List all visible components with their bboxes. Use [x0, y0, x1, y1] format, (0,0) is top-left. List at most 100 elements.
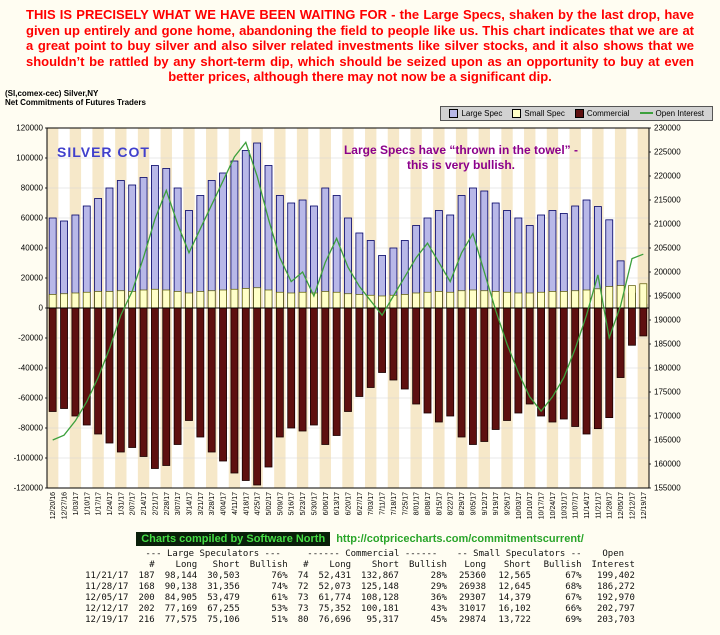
svg-text:3/28/17: 3/28/17 — [209, 491, 216, 514]
svg-text:7/25/17: 7/25/17 — [402, 491, 409, 514]
table-column-header-row: # Long Short Bullish # Long Short Bullish Long Sh… — [80, 560, 640, 571]
table-cell: --- Large Speculators --- — [145, 548, 281, 559]
table-cell: Short — [503, 559, 531, 570]
credit-url[interactable]: http://cotpricecharts.com/commitmentscur… — [336, 532, 584, 545]
table-cell — [80, 549, 133, 560]
svg-text:190000: 190000 — [654, 315, 681, 324]
open-interest-swatch-icon — [639, 112, 653, 114]
table-cell: 45% — [430, 614, 447, 625]
table-cell: 12/19/17 — [85, 614, 129, 625]
svg-text:7/03/17: 7/03/17 — [368, 491, 375, 514]
svg-text:100000: 100000 — [16, 153, 43, 162]
table-cell: 43% — [430, 603, 447, 614]
legend-item-open-interest: Open Interest — [639, 109, 704, 118]
svg-text:1/17/17: 1/17/17 — [96, 491, 103, 514]
svg-text:5/09/17: 5/09/17 — [277, 491, 284, 514]
svg-text:60000: 60000 — [21, 213, 44, 222]
svg-text:215000: 215000 — [654, 195, 681, 204]
towel-annotation: Large Specs have “thrown in the towel” -… — [326, 143, 596, 173]
svg-text:0: 0 — [39, 303, 44, 312]
table-cell: 25360 — [458, 570, 487, 581]
svg-text:5/30/17: 5/30/17 — [311, 491, 318, 514]
table-cell: Bullish — [408, 559, 447, 570]
commentary-text: THIS IS PRECISELY WHAT WE HAVE BEEN WAIT… — [26, 7, 694, 84]
table-cell: 16,102 — [498, 603, 531, 614]
svg-text:8/29/17: 8/29/17 — [459, 491, 466, 514]
svg-text:20000: 20000 — [21, 273, 44, 282]
table-cell: 100,181 — [361, 603, 399, 614]
svg-text:-60000: -60000 — [18, 393, 43, 402]
table-cell: 77,575 — [164, 614, 198, 625]
svg-text:10/24/17: 10/24/17 — [550, 491, 557, 518]
table-cell: Short — [212, 559, 240, 570]
svg-text:5/02/17: 5/02/17 — [266, 491, 273, 514]
table-group-header-row: --- Large Speculators --- ------ Commerci… — [80, 549, 640, 560]
table-cell: 76% — [271, 570, 288, 581]
silver-cot-annotation: SILVER COT — [57, 143, 150, 160]
svg-text:11/14/17: 11/14/17 — [584, 491, 591, 518]
svg-text:9/05/17: 9/05/17 — [470, 491, 477, 514]
svg-text:8/22/17: 8/22/17 — [448, 491, 455, 514]
table-cell: 90,138 — [164, 581, 198, 592]
table-cell: 53% — [271, 603, 288, 614]
table-cell: 200 — [138, 592, 155, 603]
svg-text:230000: 230000 — [654, 123, 681, 132]
svg-text:2/14/17: 2/14/17 — [141, 491, 148, 514]
svg-text:10/10/17: 10/10/17 — [527, 491, 534, 518]
table-cell: 61% — [271, 592, 288, 603]
table-cell: 12,645 — [498, 581, 531, 592]
svg-text:6/06/17: 6/06/17 — [323, 491, 330, 514]
table-cell: 28% — [430, 570, 447, 581]
towel-annotation-line2: this is very bullish. — [406, 157, 516, 172]
table-cell: 216 — [138, 614, 155, 625]
svg-text:4/25/17: 4/25/17 — [255, 491, 262, 514]
svg-text:11/07/17: 11/07/17 — [573, 491, 580, 518]
table-cell: 192,970 — [596, 592, 635, 603]
chart-legend: Large Spec Small Spec Commercial Open Inter… — [440, 105, 713, 121]
table-cell: 69% — [565, 614, 582, 625]
table-cell: Interest — [591, 559, 635, 570]
svg-text:8/01/17: 8/01/17 — [414, 491, 421, 514]
svg-text:40000: 40000 — [21, 243, 44, 252]
svg-text:11/28/17: 11/28/17 — [607, 491, 614, 518]
table-cell: Long — [329, 559, 352, 570]
table-cell: Long — [464, 559, 487, 570]
svg-text:195000: 195000 — [654, 291, 681, 300]
table-cell: 52,431 — [318, 570, 352, 581]
svg-text:6/20/17: 6/20/17 — [346, 491, 353, 514]
legend-item-commercial: Commercial — [574, 108, 630, 118]
svg-text:3/14/17: 3/14/17 — [187, 491, 194, 514]
table-cell: 95,317 — [366, 614, 399, 625]
svg-text:11/21/17: 11/21/17 — [595, 491, 602, 518]
svg-text:165000: 165000 — [654, 435, 681, 444]
table-cell: 26938 — [458, 581, 487, 592]
svg-text:7/11/17: 7/11/17 — [380, 491, 387, 514]
svg-text:9/26/17: 9/26/17 — [505, 491, 512, 514]
table-cell: 36% — [430, 592, 447, 603]
table-cell: 14,379 — [498, 592, 531, 603]
table-cell: Long — [175, 559, 198, 570]
svg-text:3/21/17: 3/21/17 — [198, 491, 205, 514]
table-cell: 199,402 — [596, 570, 635, 581]
table-cell: # — [149, 559, 155, 570]
table-cell: -- Small Speculators -- — [456, 548, 582, 559]
svg-text:185000: 185000 — [654, 339, 681, 348]
legend-label: Commercial — [586, 108, 630, 118]
svg-text:80000: 80000 — [21, 183, 44, 192]
table-cell: 67% — [565, 592, 582, 603]
svg-text:10/03/17: 10/03/17 — [516, 491, 523, 518]
table-cell: Open — [602, 548, 625, 559]
svg-text:160000: 160000 — [654, 459, 681, 468]
table-cell: 29307 — [458, 592, 487, 603]
svg-text:220000: 220000 — [654, 171, 681, 180]
cot-table: --- Large Speculators --- ------ Commerci… — [80, 549, 640, 626]
cot-chart: -120000 -100000 -80000 -60000 -40000 -20000 0 2… — [14, 123, 682, 519]
table-row: 11/28/17 168 90,138 31,356 74% 72 52,073 125,14… — [80, 582, 640, 593]
table-cell: 80 — [297, 614, 309, 625]
table-cell: 203,703 — [596, 614, 635, 625]
table-cell: 202,797 — [596, 603, 635, 614]
table-row: 11/21/17 187 98,144 30,503 76% 74 52,431 132,86… — [80, 571, 640, 582]
table-cell: 13,722 — [498, 614, 531, 625]
svg-text:170000: 170000 — [654, 411, 681, 420]
svg-text:205000: 205000 — [654, 243, 681, 252]
